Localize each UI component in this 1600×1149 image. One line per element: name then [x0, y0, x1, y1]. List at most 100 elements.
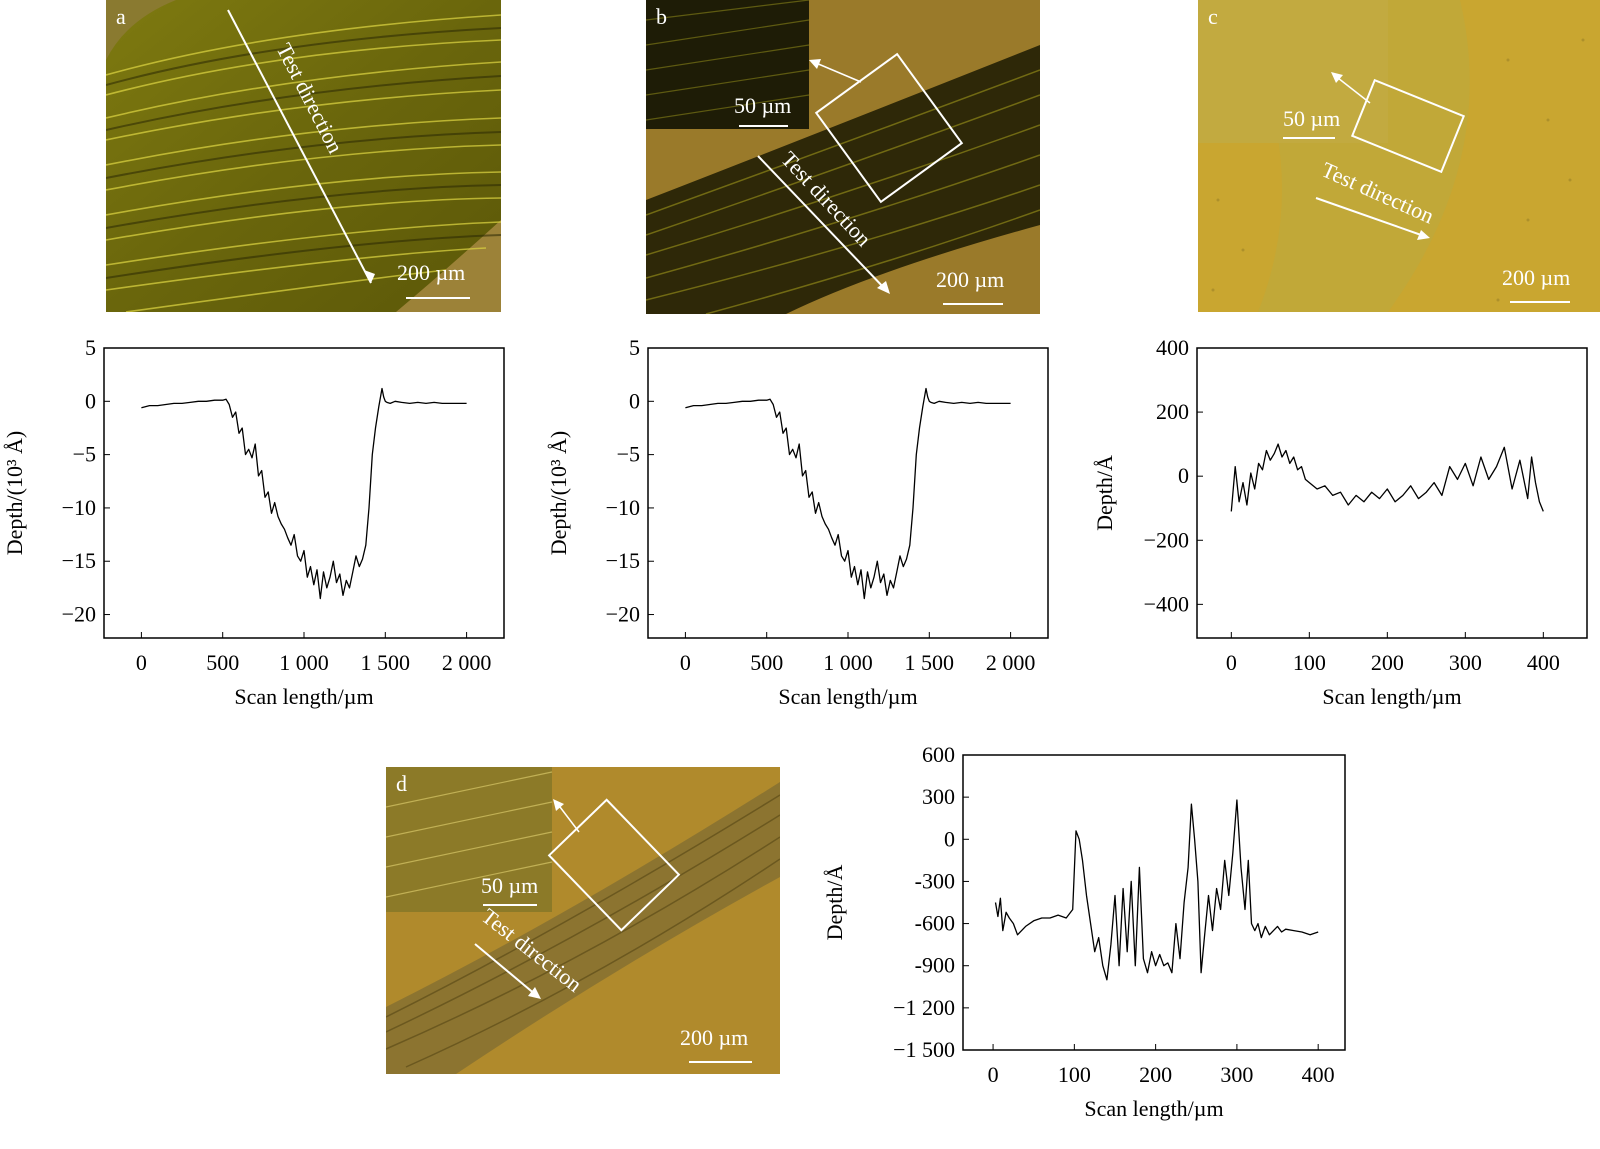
inset-scale-label: 50 µm: [734, 93, 791, 118]
y-tick-label: -900: [915, 953, 955, 978]
substrate-texture: [1211, 38, 1585, 302]
y-tick-label: 0: [85, 388, 96, 413]
y-axis-label: Depth/Å: [822, 865, 847, 941]
arrow-head: [1331, 72, 1343, 83]
x-axis-label: Scan length/µm: [234, 684, 373, 709]
test-direction-arrow: [1315, 197, 1425, 237]
x-tick-label: 0: [1226, 650, 1237, 675]
plot-frame: [1196, 347, 1588, 639]
zoom-region-box: [1350, 78, 1466, 174]
y-tick-label: −400: [1144, 591, 1189, 616]
micrograph-c: c 50 µm Test direction 200 µm: [1198, 0, 1600, 312]
depth-profile-line: [141, 387, 467, 600]
y-tick-label: 5: [85, 335, 96, 360]
y-tick-label: -300: [915, 868, 955, 893]
arrow-head: [809, 59, 821, 69]
y-tick-label: −20: [62, 602, 96, 627]
depth-profile-line: [685, 387, 1011, 600]
inset-scale-label: 50 µm: [1283, 106, 1340, 131]
scale-bar-label: 200 µm: [397, 260, 465, 285]
plot-frame: [103, 347, 505, 639]
y-tick-label: 0: [629, 388, 640, 413]
x-tick-label: 400: [1302, 1062, 1335, 1087]
panel-letter-c: c: [1208, 4, 1218, 29]
y-tick-label: −200: [1144, 527, 1189, 552]
y-tick-label: 0: [944, 826, 955, 851]
x-tick-label: 400: [1527, 650, 1560, 675]
test-direction-arrow: [757, 155, 887, 291]
x-tick-label: 300: [1449, 650, 1482, 675]
x-tick-label: 1 000: [823, 650, 873, 675]
y-tick-label: 600: [922, 742, 955, 767]
y-axis-label: Depth/(10³ Å): [2, 431, 27, 556]
zoom-region-box: [814, 52, 964, 204]
y-tick-label: −10: [62, 495, 96, 520]
depth-profile-chart-c: 400 200 0 −200 −400 0 100 200 300 400 Scan length/…: [1090, 335, 1600, 735]
substrate-corner: [396, 220, 501, 312]
arrow-head: [1417, 230, 1430, 240]
x-tick-label: 0: [988, 1062, 999, 1087]
zoom-pointer-line: [1337, 77, 1371, 104]
y-tick-label: −1 200: [893, 995, 955, 1020]
x-axis-label: Scan length/µm: [1322, 684, 1461, 709]
panel-letter-a: a: [116, 4, 126, 29]
wear-grooves: [106, 27, 501, 279]
zoom-pointer-line: [559, 806, 580, 833]
x-axis-label: Scan length/µm: [1084, 1096, 1223, 1121]
scale-bar-label: 200 µm: [1502, 265, 1570, 290]
panel-letter-b: b: [656, 4, 667, 29]
x-tick-label: 0: [136, 650, 147, 675]
arrow-head: [553, 799, 564, 811]
zoom-region-box: [547, 798, 681, 932]
plot-frame: [962, 754, 1346, 1051]
y-tick-label: −20: [606, 602, 640, 627]
inset-scale-label: 50 µm: [481, 873, 538, 898]
depth-profile-chart-a: 5 0 −5 −10 −15 −20 0 500 1 000 1 500 2 000 Scan len…: [0, 335, 530, 735]
x-tick-label: 1 500: [361, 650, 411, 675]
depth-profile-line: [1230, 443, 1544, 512]
x-tick-label: 300: [1220, 1062, 1253, 1087]
zoom-pointer-line: [815, 62, 862, 83]
y-axis-label: Depth/(10³ Å): [546, 431, 571, 556]
scale-bar-label: 200 µm: [680, 1025, 748, 1050]
inset-image: [1198, 0, 1388, 143]
wear-streaks: [106, 14, 501, 312]
x-tick-label: 2 000: [442, 650, 492, 675]
wear-grooves: [386, 794, 780, 1068]
micrograph-d: d 50 µm Test direction 200 µm: [386, 767, 780, 1074]
x-tick-label: 1 500: [905, 650, 955, 675]
y-tick-label: −1 500: [893, 1037, 955, 1062]
x-tick-label: 500: [750, 650, 783, 675]
x-tick-label: 0: [680, 650, 691, 675]
inset-streaks: [646, 0, 810, 121]
y-tick-label: 200: [1156, 399, 1189, 424]
arrow-head: [877, 281, 890, 294]
x-tick-label: 100: [1293, 650, 1326, 675]
wear-streaks: [646, 69, 1040, 314]
depth-profile-line: [994, 799, 1319, 981]
x-tick-label: 2 000: [986, 650, 1035, 675]
y-tick-label: -600: [915, 911, 955, 936]
y-tick-label: −10: [606, 495, 640, 520]
y-tick-label: 5: [629, 335, 640, 360]
plot-frame: [647, 347, 1049, 639]
y-tick-label: 300: [922, 784, 955, 809]
x-tick-label: 200: [1371, 650, 1404, 675]
test-direction-arrow: [474, 943, 537, 996]
wear-track: [646, 45, 1040, 314]
y-tick-label: −5: [617, 442, 640, 467]
y-tick-label: −15: [62, 548, 96, 573]
x-tick-label: 100: [1058, 1062, 1091, 1087]
substrate-corner: [106, 0, 176, 60]
depth-profile-chart-d: 600 300 0 -300 -600 -900 −1 200 −1 500 0 100 200 30…: [820, 742, 1380, 1149]
panel-letter-d: d: [396, 771, 407, 796]
x-tick-label: 200: [1139, 1062, 1172, 1087]
scale-bar-label: 200 µm: [936, 267, 1004, 292]
y-tick-label: 0: [1178, 463, 1189, 488]
inset-streaks: [386, 771, 553, 898]
x-tick-label: 1 000: [279, 650, 329, 675]
arrow-head: [528, 987, 541, 999]
y-axis-label: Depth/Å: [1092, 455, 1117, 531]
micrograph-b: b 50 µm Test direction 200 µm: [646, 0, 1040, 314]
x-axis-label: Scan length/µm: [778, 684, 917, 709]
